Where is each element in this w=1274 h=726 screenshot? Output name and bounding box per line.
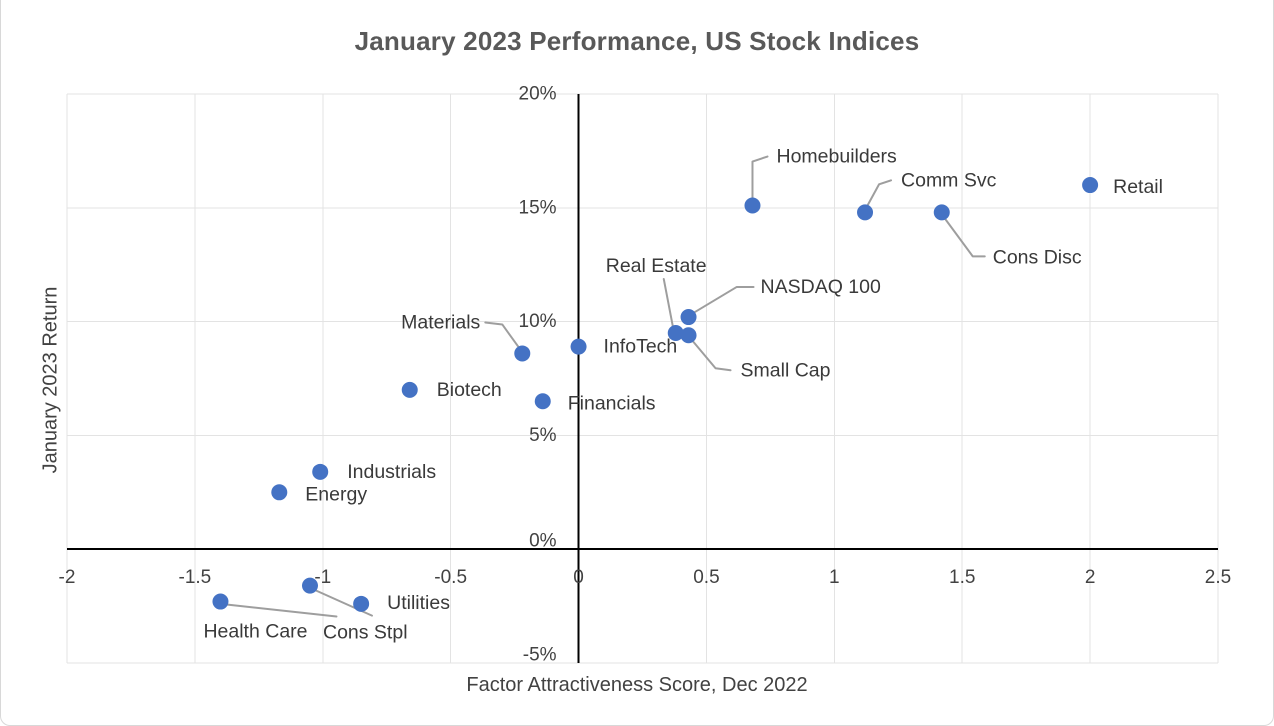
x-tick-label: -2 (59, 567, 76, 588)
data-point-retail (1082, 177, 1099, 194)
point-label-industrials: Industrials (347, 461, 436, 483)
y-tick-label: 0% (529, 531, 557, 552)
point-label-retail: Retail (1113, 176, 1163, 198)
leader-line-comm-svc (866, 179, 893, 208)
leader-line-cons-disc (943, 217, 986, 258)
x-tick-label: -0.5 (434, 567, 467, 588)
point-label-infotech: InfoTech (604, 336, 678, 358)
data-point-financials (534, 393, 551, 410)
x-tick-label: 0.5 (693, 567, 719, 588)
leader-line-real-estate (662, 277, 674, 327)
point-label-small-cap: Small Cap (741, 359, 831, 381)
x-tick-label: -1.5 (179, 567, 212, 588)
x-tick-label: 0 (573, 567, 584, 588)
x-tick-label: -1 (314, 567, 331, 588)
data-point-materials (514, 345, 531, 362)
data-point-cons-disc (933, 204, 950, 221)
data-point-health-care (212, 593, 229, 610)
leader-line-health-care (225, 603, 338, 618)
point-label-health-care: Health Care (203, 621, 307, 643)
x-tick-label: 2.5 (1205, 567, 1231, 588)
data-point-small-cap (680, 327, 697, 344)
y-tick-label: -5% (523, 645, 557, 666)
data-point-energy (271, 484, 288, 501)
data-point-biotech (401, 381, 418, 398)
leader-line-homebuilders (751, 155, 769, 201)
data-point-infotech (570, 338, 587, 355)
data-point-industrials (312, 463, 329, 480)
leader-line-small-cap (688, 336, 732, 372)
data-point-utilities (353, 595, 370, 612)
point-label-comm-svc: Comm Svc (901, 169, 997, 191)
y-tick-label: 10% (519, 311, 557, 332)
point-label-real-estate: Real Estate (606, 255, 707, 277)
point-label-biotech: Biotech (437, 379, 502, 401)
point-label-energy: Energy (305, 483, 367, 505)
point-label-utilities: Utilities (387, 592, 450, 614)
point-label-materials: Materials (401, 311, 480, 333)
data-point-real-estate (667, 324, 684, 341)
chart-title: January 2023 Performance, US Stock Indic… (354, 26, 920, 56)
point-label-financials: Financials (568, 392, 656, 414)
data-point-nasdaq-100 (680, 309, 697, 326)
x-axis-title: Factor Attractiveness Score, Dec 2022 (466, 674, 808, 696)
data-point-homebuilders (744, 197, 761, 214)
data-point-comm-svc (857, 204, 874, 221)
point-label-cons-stpl: Cons Stpl (323, 622, 408, 644)
y-tick-label: 20% (519, 84, 557, 105)
y-tick-label: 15% (519, 197, 557, 218)
data-point-cons-stpl (301, 577, 318, 594)
y-axis-title: January 2023 Return (39, 286, 62, 474)
x-tick-label: 1.5 (949, 567, 975, 588)
leader-line-nasdaq-100 (690, 286, 755, 316)
leader-line-materials (484, 321, 522, 351)
point-label-nasdaq-100: NASDAQ 100 (761, 276, 881, 298)
y-tick-label: 5% (529, 425, 557, 446)
point-label-cons-disc: Cons Disc (993, 246, 1082, 268)
x-tick-label: 1 (829, 567, 840, 588)
x-tick-label: 2 (1085, 567, 1096, 588)
point-label-homebuilders: Homebuilders (776, 146, 897, 168)
